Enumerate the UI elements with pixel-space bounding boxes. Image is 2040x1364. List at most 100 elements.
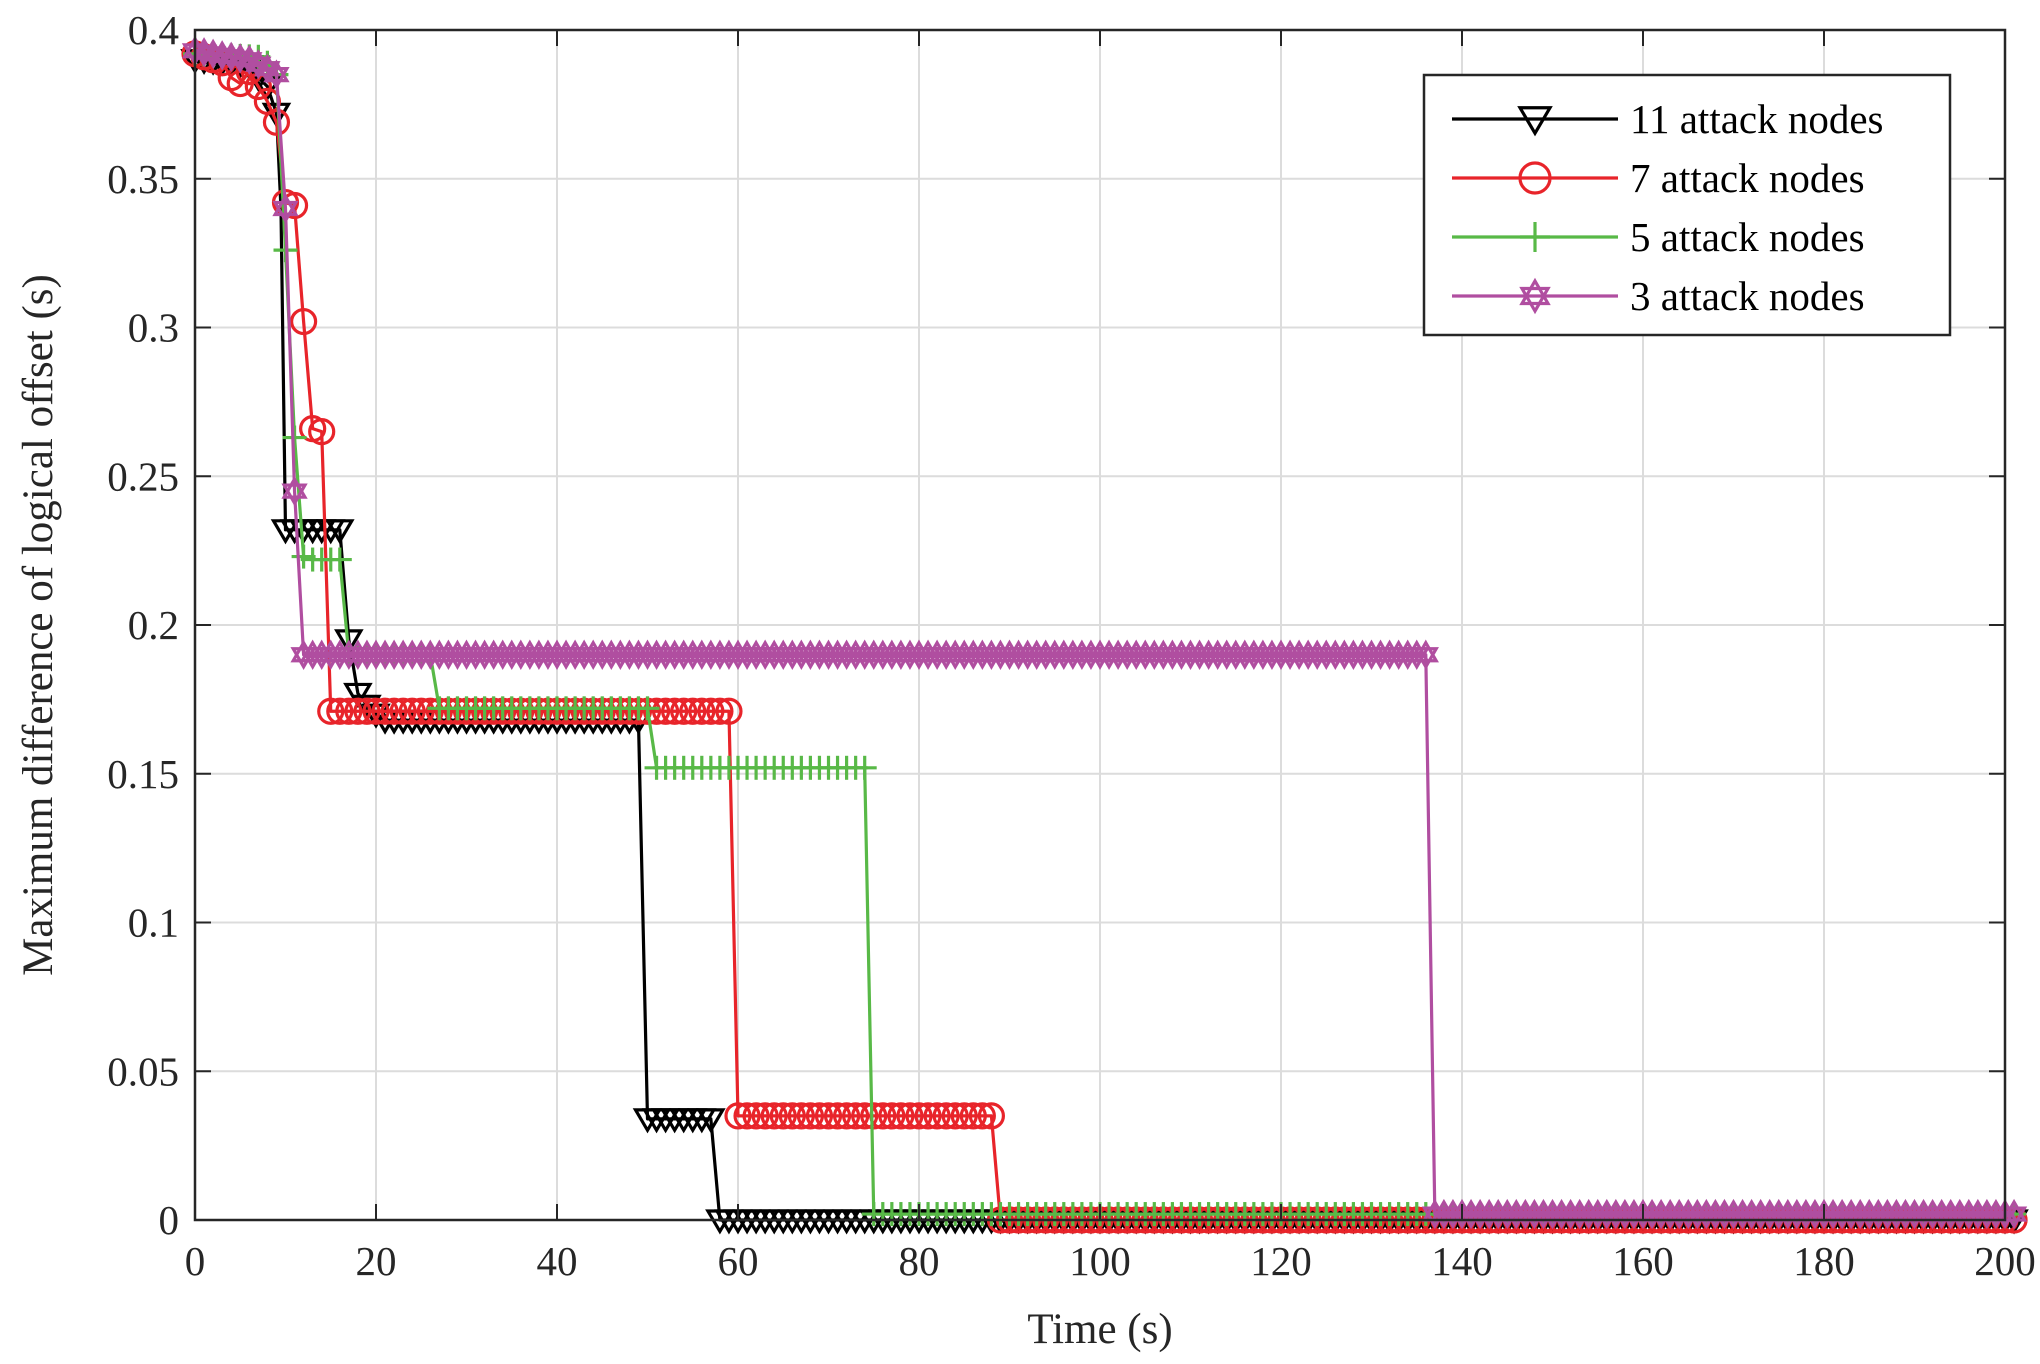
data-point — [371, 697, 399, 725]
x-tick-label: 100 — [1069, 1238, 1131, 1284]
legend-label: 3 attack nodes — [1630, 273, 1865, 319]
x-axis-label: Time (s) — [1027, 1306, 1172, 1353]
data-point — [778, 1102, 806, 1130]
y-tick-label: 0 — [159, 1197, 180, 1243]
data-point — [398, 697, 426, 725]
data-point — [851, 1102, 879, 1130]
data-point — [751, 1102, 779, 1130]
data-point — [860, 1102, 888, 1130]
data-point — [724, 1102, 752, 1130]
data-point — [353, 697, 381, 725]
data-point — [878, 1102, 906, 1130]
legend-entry: 7 attack nodes — [1452, 155, 1865, 201]
y-tick-label: 0.35 — [107, 156, 179, 202]
x-tick-label: 0 — [185, 1238, 206, 1284]
legend-label: 5 attack nodes — [1630, 214, 1865, 260]
data-point — [651, 697, 680, 725]
data-point — [661, 697, 689, 725]
x-tick-label: 140 — [1431, 1238, 1493, 1284]
x-tick-label: 60 — [718, 1238, 759, 1284]
data-point — [272, 193, 299, 224]
legend-entry: 11 attack nodes — [1452, 96, 1884, 142]
y-tick-label: 0.25 — [107, 453, 179, 499]
data-point — [914, 1102, 942, 1130]
series-4 — [181, 35, 2028, 1230]
y-tick-label: 0.1 — [128, 900, 179, 946]
data-point — [344, 697, 372, 725]
data-point — [814, 1102, 843, 1130]
legend-label: 7 attack nodes — [1630, 155, 1865, 201]
axis-ticks: 0 20 40 60 80 100 120 140 160 180 200 0 0.05 0.1 0.15 0… — [107, 7, 2036, 1284]
data-point — [733, 1102, 761, 1130]
data-point — [905, 1102, 933, 1130]
data-point — [832, 1102, 861, 1130]
legend-marker — [1519, 277, 1551, 315]
legend-entry: 5 attack nodes — [1452, 214, 1865, 260]
data-point — [696, 1108, 726, 1134]
x-tick-label: 40 — [537, 1238, 578, 1284]
data-point — [823, 1102, 852, 1130]
data-point — [697, 697, 725, 725]
legend-marker — [1520, 222, 1550, 252]
data-point — [642, 697, 671, 725]
data-point — [977, 1102, 1006, 1130]
data-point — [670, 697, 698, 725]
data-point — [742, 1102, 770, 1130]
data-point — [335, 697, 363, 725]
legend: 11 attack nodes 7 attack nodes 5 attack no… — [1422, 73, 1952, 337]
data-point — [852, 755, 877, 780]
x-tick-label: 20 — [356, 1238, 397, 1284]
y-tick-label: 0.3 — [128, 305, 179, 351]
data-point — [327, 547, 352, 572]
data-point — [923, 1102, 951, 1130]
data-point — [805, 1102, 834, 1130]
data-point — [416, 697, 444, 725]
data-point — [679, 697, 707, 725]
y-tick-label: 0.05 — [107, 1048, 179, 1094]
data-point — [308, 418, 336, 446]
y-tick-label: 0.4 — [128, 7, 179, 53]
y-tick-label: 0.15 — [107, 751, 179, 797]
data-point — [968, 1102, 996, 1130]
data-point — [842, 1102, 870, 1130]
x-tick-label: 200 — [1974, 1238, 2036, 1284]
data-point — [959, 1102, 987, 1130]
data-point — [317, 697, 345, 725]
data-point — [1412, 639, 1439, 670]
y-tick-label: 0.2 — [128, 602, 179, 648]
y-axis-label: Maximum difference of logical offset (s) — [15, 274, 62, 976]
data-point — [325, 519, 355, 545]
data-point — [941, 1102, 969, 1130]
data-point — [950, 1102, 978, 1130]
data-point — [326, 697, 354, 725]
data-point — [932, 1102, 960, 1130]
data-point — [2000, 1198, 2028, 1230]
x-tick-label: 120 — [1250, 1238, 1312, 1284]
data-point — [334, 629, 364, 655]
data-point — [896, 1102, 924, 1130]
data-point — [769, 1102, 797, 1130]
data-point — [715, 697, 743, 725]
data-point — [635, 696, 660, 721]
data-point — [389, 697, 417, 725]
data-point — [343, 682, 373, 708]
data-point — [787, 1102, 815, 1130]
data-point — [887, 1102, 915, 1130]
data-point — [262, 108, 291, 136]
data-point — [290, 307, 318, 336]
x-tick-label: 160 — [1612, 1238, 1674, 1284]
x-tick-label: 180 — [1793, 1238, 1855, 1284]
data-point — [380, 697, 408, 725]
legend-marker — [1518, 161, 1552, 195]
data-point — [362, 697, 390, 725]
data-point — [407, 697, 435, 725]
data-point — [760, 1102, 788, 1130]
legend-label: 11 attack nodes — [1630, 96, 1884, 142]
data-point — [688, 697, 716, 725]
x-tick-label: 80 — [899, 1238, 940, 1284]
data-point — [706, 697, 734, 725]
data-point — [263, 59, 290, 90]
legend-entry: 3 attack nodes — [1452, 273, 1865, 319]
legend-marker — [1517, 106, 1553, 137]
